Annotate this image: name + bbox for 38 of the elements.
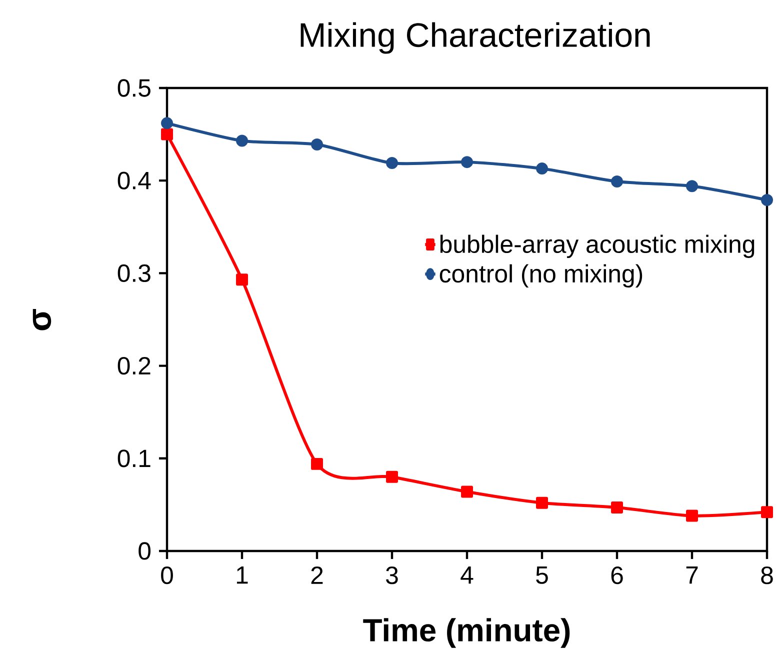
point <box>461 486 474 498</box>
y-tick-label: 0.4 <box>118 172 151 190</box>
legend-label: control (no mixing) <box>440 264 642 288</box>
x-tick-label: 5 <box>536 566 548 584</box>
x-tick-label: 4 <box>460 566 474 584</box>
point <box>386 157 398 169</box>
point <box>686 180 698 192</box>
point <box>761 194 774 206</box>
chart-title: Mixing Characterization <box>300 22 650 54</box>
x-tick-label: 7 <box>686 566 698 584</box>
x-tick-label: 6 <box>611 566 623 584</box>
x-tick-label: 2 <box>311 566 323 584</box>
point <box>611 176 623 188</box>
legend-label: bubble-array acoustic mixing <box>440 234 754 258</box>
point <box>161 117 174 130</box>
y-tick-label: 0.1 <box>118 450 150 468</box>
y-tick-label: 0.3 <box>118 264 150 282</box>
x-tick-label: 1 <box>236 566 248 584</box>
point <box>236 274 248 286</box>
y-tick-label: 0.2 <box>118 356 150 375</box>
point <box>161 128 174 140</box>
x-tick-label: 8 <box>761 566 773 584</box>
point <box>236 134 248 147</box>
point <box>761 506 774 518</box>
point <box>386 470 398 483</box>
y-axis-title: σ <box>32 309 52 330</box>
x-axis-title: Time (minute) <box>363 618 570 648</box>
point <box>311 458 324 470</box>
point <box>611 501 623 514</box>
point <box>536 496 548 509</box>
point <box>686 510 698 522</box>
x-tick-label: 3 <box>386 566 398 584</box>
y-tick-label: 0 <box>138 542 151 560</box>
point <box>461 156 474 168</box>
point <box>311 138 324 150</box>
y-tick-label: 0.5 <box>118 79 150 97</box>
point <box>536 162 548 175</box>
x-tick-label: 0 <box>161 566 173 584</box>
